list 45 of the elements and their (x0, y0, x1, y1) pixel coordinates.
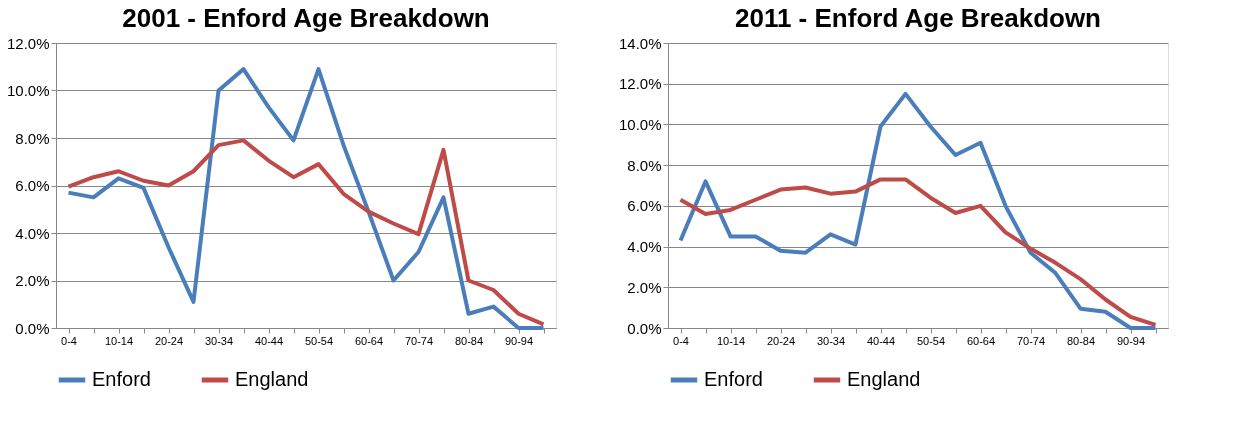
y-tick-label: 2.0% (15, 272, 50, 289)
y-tick-label: 10.0% (6, 82, 50, 99)
chart-title: 2001 - Enford Age Breakdown (122, 3, 490, 33)
legend-label: England (847, 368, 921, 390)
x-tick-label: 10-14 (104, 334, 134, 347)
x-tick-label: 40-44 (254, 334, 284, 347)
x-tick-label: 0-4 (673, 334, 689, 347)
line-series (66, 67, 546, 330)
x-tick-label: 90-94 (504, 334, 534, 347)
x-tick-label: 50-54 (916, 334, 946, 347)
x-tick-label: 50-54 (304, 334, 334, 347)
line-series (678, 177, 1158, 327)
x-tick-label: 80-84 (454, 334, 484, 347)
y-tick-label: 10.0% (618, 115, 662, 133)
x-tick-label: 70-74 (1016, 334, 1046, 347)
x-tick-label: 20-24 (766, 334, 796, 347)
legend-label: Enford (704, 368, 763, 390)
line-series (678, 91, 1158, 330)
y-tick-label: 0.0% (15, 319, 50, 337)
x-tick-label: 30-34 (204, 334, 234, 347)
x-tick-label: 30-34 (816, 334, 846, 347)
y-tick-label: 12.0% (618, 75, 662, 93)
y-tick-label: 8.0% (627, 156, 662, 174)
y-tick-label: 0.0% (627, 319, 662, 337)
y-tick-label: 6.0% (15, 177, 50, 194)
x-tick-label: 60-64 (354, 334, 384, 347)
x-tick-label: 40-44 (866, 334, 896, 347)
y-tick-label: 4.0% (627, 238, 662, 256)
x-tick-label: 20-24 (154, 334, 184, 347)
chart-title: 2011 - Enford Age Breakdown (734, 3, 1102, 33)
x-tick-label: 80-84 (1066, 334, 1096, 347)
y-tick-label: 14.0% (618, 34, 662, 52)
y-tick-label: 4.0% (15, 224, 50, 242)
y-tick-label: 12.0% (6, 34, 50, 52)
x-tick-label: 70-74 (404, 334, 434, 347)
x-tick-label: 10-14 (716, 334, 746, 347)
x-tick-label: 0-4 (61, 334, 77, 347)
legend-label: England (235, 368, 309, 390)
y-tick-label: 8.0% (15, 129, 50, 147)
x-tick-label: 90-94 (1116, 334, 1146, 347)
line-series (66, 138, 546, 327)
x-tick-label: 60-64 (966, 334, 996, 347)
legend-label: Enford (92, 368, 151, 390)
y-tick-label: 2.0% (627, 278, 662, 296)
y-tick-label: 6.0% (627, 197, 662, 215)
